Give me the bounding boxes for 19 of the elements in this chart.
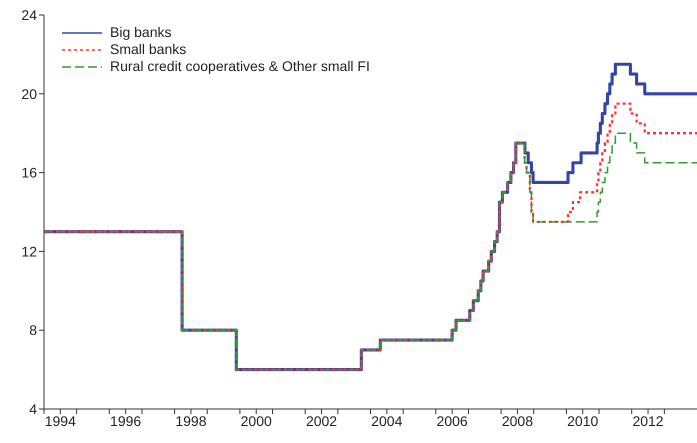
x-tick-label: 2002 bbox=[306, 412, 338, 429]
x-tick-label: 1996 bbox=[110, 412, 142, 429]
y-tick-label: 8 bbox=[29, 322, 38, 338]
y-tick-label: 24 bbox=[21, 6, 38, 23]
x-tick-label: 2008 bbox=[502, 412, 534, 429]
y-tick-label: 20 bbox=[21, 86, 38, 102]
x-tick-label: 2012 bbox=[632, 412, 664, 429]
x-tick-label: 1994 bbox=[44, 412, 76, 429]
legend-label: Small banks bbox=[110, 41, 186, 58]
x-tick-label: 1998 bbox=[175, 412, 207, 429]
x-tick-label: 2004 bbox=[371, 412, 403, 429]
y-tick-label: 16 bbox=[21, 164, 38, 181]
x-tick-label: 2010 bbox=[567, 412, 599, 429]
y-tick-label: 4 bbox=[29, 400, 38, 417]
x-tick-label: 2000 bbox=[240, 412, 272, 429]
x-tick-label: 2006 bbox=[436, 412, 468, 429]
y-tick-label: 12 bbox=[21, 243, 38, 260]
legend-label: Rural credit cooperatives & Other small FI bbox=[110, 58, 370, 75]
legend-label: Big banks bbox=[110, 24, 172, 41]
